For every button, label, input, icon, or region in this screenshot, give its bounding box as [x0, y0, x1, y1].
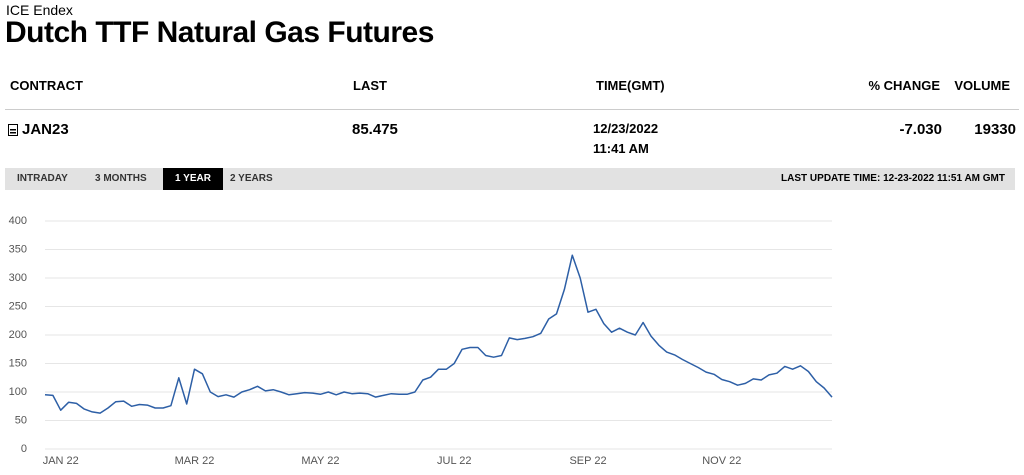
- tab[interactable]: 3 MONTHS: [95, 173, 147, 184]
- tab[interactable]: 2 YEARS: [230, 173, 273, 184]
- col-header: TIME(GMT): [596, 78, 665, 93]
- last-update: LAST UPDATE TIME: 12-23-2022 11:51 AM GM…: [781, 173, 1005, 184]
- divider: [5, 109, 1019, 110]
- change: -7.030: [899, 121, 942, 138]
- y-tick-label: 300: [9, 272, 27, 284]
- y-tick-label: 100: [9, 386, 27, 398]
- y-tick-label: 400: [9, 215, 27, 227]
- price-line: [44, 254, 833, 414]
- x-tick-label: MAY 22: [301, 455, 339, 467]
- time: 12/23/2022 11:41 AM: [593, 121, 659, 156]
- x-tick-label: JUL 22: [437, 455, 471, 467]
- y-tick-label: 0: [21, 443, 27, 455]
- last-price: 85.475: [352, 121, 398, 138]
- tab[interactable]: INTRADAY: [17, 173, 68, 184]
- tab[interactable]: 1 YEAR: [163, 168, 223, 190]
- page-title: Dutch TTF Natural Gas Futures: [5, 16, 434, 49]
- contract[interactable]: JAN23: [22, 121, 69, 138]
- x-tick-label: SEP 22: [569, 455, 606, 467]
- y-tick-label: 200: [9, 329, 27, 341]
- col-header: CONTRACT: [10, 78, 83, 93]
- col-header: % CHANGE: [868, 78, 940, 93]
- tab-bar: [5, 168, 1015, 190]
- source: ICE Endex: [6, 2, 73, 18]
- col-header: VOLUME: [954, 78, 1010, 93]
- doc-icon: [8, 124, 18, 136]
- x-tick-label: NOV 22: [702, 455, 741, 467]
- y-tick-label: 350: [9, 243, 27, 255]
- y-tick-label: 150: [9, 357, 27, 369]
- x-tick-label: MAR 22: [175, 455, 215, 467]
- volume: 19330: [974, 121, 1016, 138]
- x-tick-label: JAN 22: [43, 455, 79, 467]
- y-tick-label: 50: [15, 414, 27, 426]
- col-header: LAST: [353, 78, 387, 93]
- y-tick-label: 250: [9, 300, 27, 312]
- chart: 0 50 100 150 200 250 300 350 400 JAN 22 MAR 22 MAY …: [9, 215, 833, 467]
